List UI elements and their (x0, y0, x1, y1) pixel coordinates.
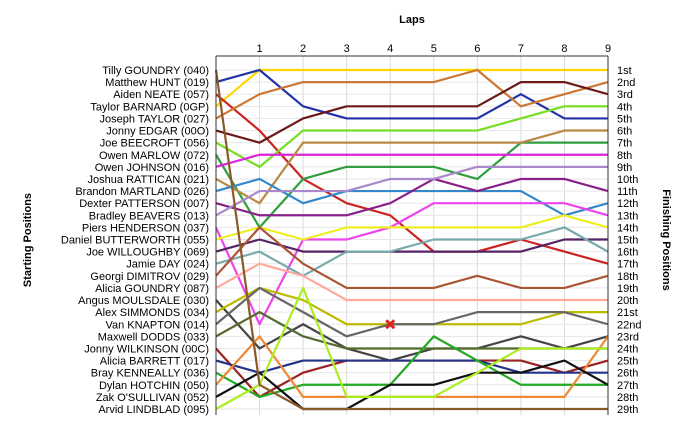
driver-label: Bray KENNEALLY (036) (91, 368, 209, 380)
finishing-position-label: 17th (617, 259, 638, 271)
driver-label: Joe WILLOUGHBY (069) (86, 247, 209, 259)
driver-label: Georgi DIMITROV (029) (90, 271, 209, 283)
series-lines (214, 68, 609, 411)
driver-label: Brandon MARTLAND (026) (75, 186, 209, 198)
driver-label: Daniel BUTTERWORTH (055) (61, 235, 209, 247)
series-line-6 (215, 105, 608, 168)
driver-label: Arvid LINDBLAD (095) (98, 404, 209, 416)
series-line-7 (215, 141, 608, 229)
driver-label: Maxwell DODDS (033) (98, 331, 209, 343)
finishing-position-label: 3rd (617, 89, 633, 101)
finishing-position-label: 16th (617, 247, 638, 259)
finishing-position-label: 11th (617, 186, 638, 198)
driver-label: Jonny EDGAR (00O) (106, 126, 209, 138)
series-line-1 (215, 68, 608, 108)
lap-tick-label: 3 (344, 43, 350, 55)
series-line-27 (215, 359, 609, 411)
finishing-position-label: 10th (617, 174, 638, 186)
driver-label: Matthew HUNT (019) (105, 77, 209, 89)
driver-label: Jamie DAY (024) (126, 259, 209, 271)
finishing-position-label: 21st (617, 307, 638, 319)
finishing-position-label: 23rd (617, 331, 639, 343)
lap-tick-label: 9 (605, 43, 611, 55)
finishing-position-label: 12th (617, 198, 638, 210)
series-line-14 (215, 214, 609, 241)
lap-tick-label: 6 (474, 43, 480, 55)
series-line-9 (215, 129, 608, 205)
finishing-position-label: 8th (617, 150, 632, 162)
incident-marker-b (385, 319, 396, 330)
series-line-11 (215, 177, 609, 217)
series-line-18 (215, 262, 608, 302)
axis-labels: 1 2 3 4 5 6 7 8 9 Tilly GOUNDRY (040)Matthew HUNT… (61, 43, 642, 416)
driver-label: Joshua RATTICAN (021) (88, 174, 209, 186)
finishing-position-label: 9th (617, 162, 632, 174)
finishing-position-label: 4th (617, 101, 632, 113)
finishing-position-label: 22nd (617, 319, 641, 331)
finishing-position-label: 19th (617, 283, 638, 295)
x-axis-title: Laps (399, 14, 425, 26)
series-line-29 (214, 69, 608, 411)
finishing-position-label: 13th (617, 210, 638, 222)
series-line-21 (215, 286, 609, 338)
driver-label: Piers HENDERSON (037) (82, 222, 209, 234)
finishing-position-label: 25th (617, 356, 638, 368)
driver-label: Alicia BARRETT (017) (100, 356, 209, 368)
driver-label: Dylan HOTCHIN (050) (99, 380, 209, 392)
driver-label: Angus MOULSDALE (030) (78, 295, 209, 307)
lap-tick-label: 4 (387, 43, 393, 55)
lap-tick-label: 7 (518, 43, 524, 55)
driver-label: Tilly GOUNDRY (040) (102, 65, 209, 77)
driver-label: Zak O'SULLIVAN (052) (96, 392, 209, 404)
driver-label: Taylor BARNARD (0GP) (90, 101, 209, 113)
finishing-position-label: 7th (617, 138, 632, 150)
finishing-position-label: 14th (617, 222, 638, 234)
driver-label: Owen MARLOW (072) (99, 150, 209, 162)
driver-label: Alex SIMMONDS (034) (95, 307, 209, 319)
lap-tick-label: 1 (256, 43, 262, 55)
driver-label: Owen JOHNSON (016) (95, 162, 209, 174)
lap-tick-label: 2 (300, 43, 306, 55)
finishing-position-label: 24th (617, 343, 638, 355)
plot-frame (215, 55, 609, 415)
series-line-28 (215, 286, 608, 410)
driver-label: Alicia GOUNDRY (087) (95, 283, 209, 295)
series-line-8 (215, 153, 608, 168)
driver-label: Aiden NEATE (057) (113, 89, 209, 101)
driver-label: Dexter PATTERSON (007) (79, 198, 209, 210)
series-line-5 (215, 81, 609, 144)
left-axis-title: Starting Positions (22, 193, 34, 287)
lap-tick-label: 8 (561, 43, 567, 55)
finishing-position-label: 18th (617, 271, 638, 283)
driver-label: Joseph TAYLOR (027) (100, 113, 209, 125)
series-line-12 (215, 165, 608, 217)
series-line-16 (215, 226, 609, 277)
finishing-position-label: 29th (617, 404, 638, 416)
finishing-position-label: 26th (617, 368, 638, 380)
finishing-position-label: 5th (617, 113, 632, 125)
finishing-position-label: 28th (617, 392, 638, 404)
finishing-position-label: 15th (617, 235, 638, 247)
driver-label: Joe BEECROFT (056) (100, 138, 209, 150)
finishing-position-label: 20th (617, 295, 638, 307)
finishing-position-label: 27th (617, 380, 638, 392)
series-line-17 (215, 226, 609, 290)
right-axis-title: Finishing Positions (660, 189, 672, 290)
finishing-position-label: 1st (617, 65, 632, 77)
series-line-13 (214, 202, 609, 326)
series-line-4 (215, 68, 609, 120)
driver-label: Bradley BEAVERS (013) (89, 210, 209, 222)
driver-label: Van KNAPTON (014) (105, 319, 209, 331)
finishing-position-label: 2nd (617, 77, 635, 89)
lap-tick-label: 5 (431, 43, 437, 55)
driver-label: Jonny WILKINSON (00C) (84, 343, 209, 355)
finishing-position-label: 6th (617, 126, 632, 138)
